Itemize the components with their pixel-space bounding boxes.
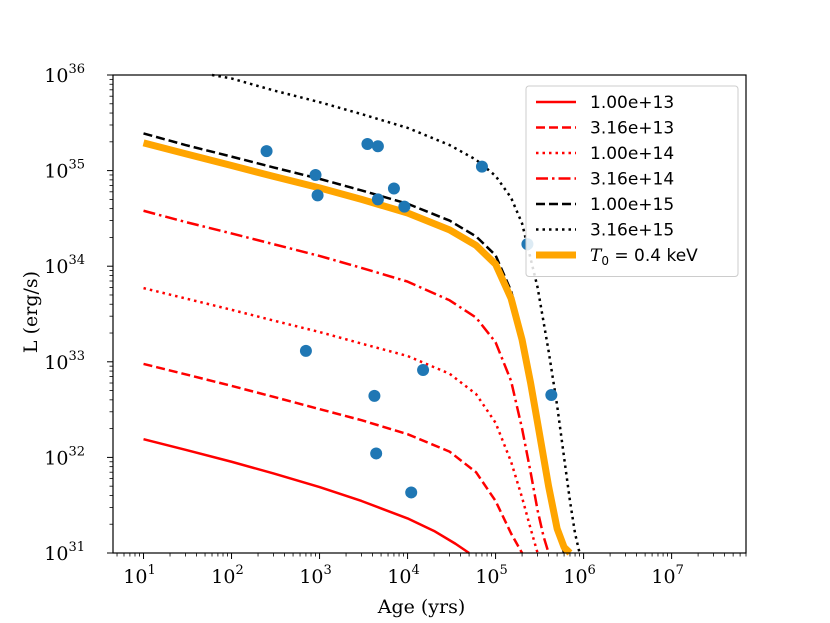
scatter-point	[371, 140, 384, 153]
y-tick-label: 1036	[44, 62, 85, 87]
x-tick-label: 106	[563, 563, 595, 588]
legend-label-4: 3.16e+14	[590, 170, 674, 190]
scatter-point	[545, 388, 558, 401]
scatter-point	[370, 447, 383, 460]
y-tick-label: 1032	[44, 444, 85, 469]
legend-label-7: T0 = 0.4 keV	[590, 246, 698, 268]
x-tick-label: 107	[651, 563, 683, 588]
scatter-point	[398, 200, 411, 213]
scatter-point	[311, 189, 324, 202]
series-line-1	[143, 437, 470, 555]
x-tick-label: 105	[475, 563, 507, 588]
scatter-points	[260, 137, 558, 499]
x-tick-label: 101	[123, 563, 155, 588]
series-line-4	[143, 209, 550, 554]
series-line-2	[143, 362, 524, 554]
legend-label-5: 1.00e+15	[590, 195, 674, 215]
y-axis-label: L (erg/s)	[20, 271, 42, 353]
series-line-5	[143, 132, 566, 554]
x-tick-label: 102	[211, 563, 243, 588]
y-tick-label: 1034	[44, 253, 85, 278]
legend-label-6: 3.16e+15	[590, 221, 674, 241]
x-axis-label: Age (yrs)	[377, 596, 466, 618]
scatter-point	[417, 364, 430, 377]
series-line-3	[143, 286, 539, 554]
legend: 1.00e+13 3.16e+13 1.00e+14 3.16e+14 1.00e+15…	[525, 85, 739, 277]
scatter-point	[309, 168, 322, 181]
x-tick-label: 103	[299, 563, 331, 588]
scatter-point	[405, 486, 418, 499]
scatter-point	[475, 160, 488, 173]
scatter-point	[387, 182, 400, 195]
scatter-point	[299, 344, 312, 357]
legend-label-1: 1.00e+13	[590, 93, 674, 113]
scatter-point	[260, 145, 273, 158]
y-tick-label: 1033	[44, 349, 85, 374]
legend-box	[525, 85, 739, 277]
scatter-point	[361, 137, 374, 150]
y-tick-label: 1035	[44, 158, 85, 183]
x-tick-label: 104	[387, 563, 419, 588]
scatter-point	[371, 193, 384, 206]
scatter-point	[368, 389, 381, 402]
plot-frame	[112, 74, 747, 554]
legend-label-2: 3.16e+13	[590, 119, 674, 139]
series-line-7	[142, 139, 573, 556]
y-tick-label: 1031	[44, 540, 85, 565]
legend-label-3: 1.00e+14	[590, 144, 674, 164]
